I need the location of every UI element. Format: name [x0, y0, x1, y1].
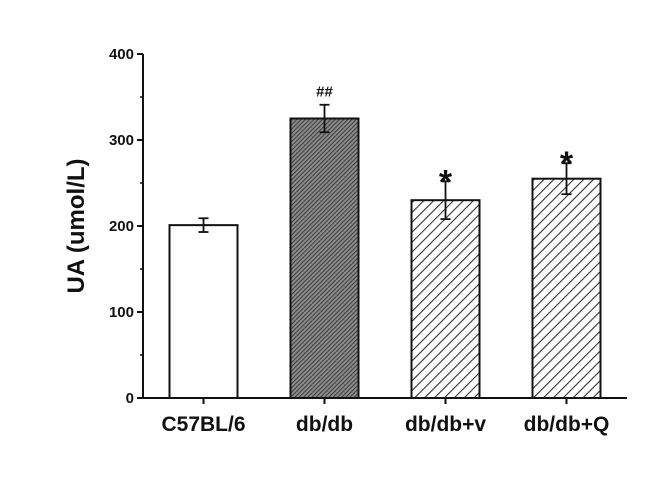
bar — [410, 199, 481, 399]
x-tick-label: db/db+v — [405, 413, 486, 436]
x-tick-label: db/db — [296, 413, 353, 436]
significance-hash-label: ## — [316, 84, 333, 101]
y-tick-label: 0 — [126, 390, 134, 407]
y-tick-label: 100 — [109, 304, 134, 321]
bar — [289, 117, 360, 399]
y-tick-label: 200 — [109, 218, 134, 235]
plot-area: 0 100 200 300 400 C57BL/6 ## db/db * db/db+v * db/d… — [109, 46, 627, 436]
y-tick-label: 300 — [109, 132, 134, 149]
bar — [531, 177, 602, 399]
significance-star-label: * — [439, 163, 453, 201]
x-tick-label: C57BL/6 — [161, 413, 245, 436]
x-tick-label: db/db+Q — [524, 413, 610, 436]
y-axis-label: UA (umol/L) — [63, 158, 90, 293]
y-tick-label: 400 — [109, 46, 134, 63]
bar — [168, 224, 239, 399]
significance-star-label: * — [560, 145, 574, 183]
